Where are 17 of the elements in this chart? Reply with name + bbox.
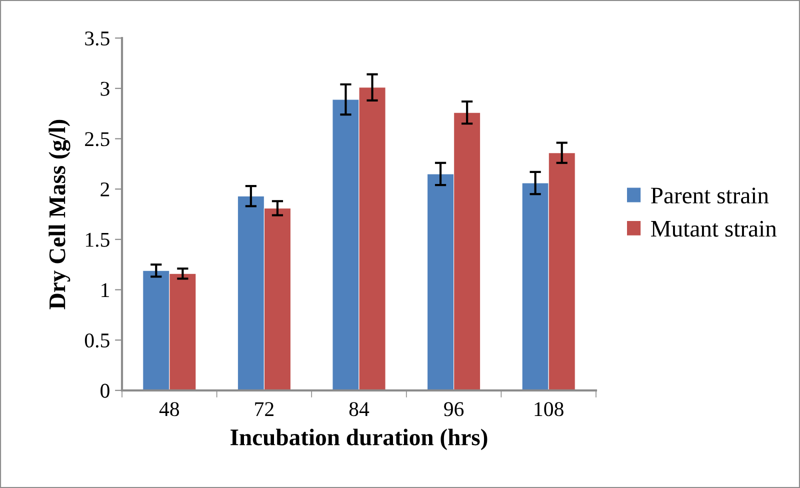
y-tick-label: 1 <box>102 283 109 297</box>
y-axis-title: Dry Cell Mass (g/l) <box>48 120 70 310</box>
x-tick-label: 108 <box>534 402 564 416</box>
y-tick-label: 0 <box>100 384 110 398</box>
y-tick-label: 3.5 <box>85 31 110 46</box>
y-tick-label: 0.5 <box>84 333 110 348</box>
x-tick-label: 72 <box>255 402 274 416</box>
y-tick-label: 2.5 <box>85 132 110 146</box>
x-tick-label: 96 <box>444 402 464 416</box>
x-tick-label: 84 <box>349 402 370 416</box>
y-tick-label: 1.5 <box>86 232 110 247</box>
x-tick-label: 48 <box>159 402 180 416</box>
x-axis-title: Incubation duration (hrs) <box>230 428 488 450</box>
y-tick-label: 3 <box>100 82 110 96</box>
legend-label: Parent strain <box>651 188 769 204</box>
legend-label: Mutant strain <box>651 220 777 237</box>
y-tick-label: 2 <box>100 182 110 196</box>
